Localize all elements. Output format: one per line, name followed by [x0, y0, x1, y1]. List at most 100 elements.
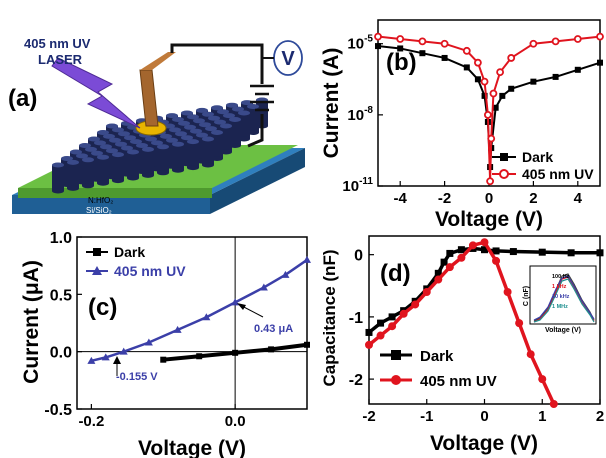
nanorod-top	[76, 153, 88, 159]
point-uv	[374, 32, 382, 41]
nanorod-top	[223, 113, 235, 119]
nanorod-top	[94, 140, 106, 146]
legend-marker-dark	[391, 350, 401, 360]
x-tick-label: 2	[529, 190, 537, 207]
point-uv	[231, 298, 240, 306]
x-tick-label: -4	[394, 190, 408, 207]
point-uv	[489, 89, 498, 98]
annotation-arrowhead-current	[237, 303, 246, 310]
nanorod-top	[220, 123, 232, 129]
point-uv	[483, 110, 492, 119]
layer-label-top: N:HfO₂	[88, 196, 113, 205]
point-dark	[232, 349, 239, 356]
nanorod-top	[211, 130, 223, 135]
point-uv	[434, 275, 443, 284]
point-dark	[596, 249, 604, 257]
film-side	[18, 188, 212, 198]
point-dark	[481, 246, 488, 254]
nanorod	[172, 144, 184, 171]
nanorod	[187, 141, 199, 168]
nanorod-top	[202, 111, 214, 117]
nanorod-top	[184, 124, 196, 130]
point-dark	[567, 249, 575, 257]
nanorod-top	[91, 150, 103, 156]
nanorod	[97, 157, 109, 184]
point-dark	[492, 104, 499, 111]
voltmeter-label: V	[281, 48, 295, 70]
circuit-wire-return	[247, 114, 264, 148]
y-tick-label: -1	[349, 310, 363, 327]
nanorod-top	[169, 127, 181, 133]
x-tick-label: 0	[485, 190, 493, 207]
x-tick-label: 4	[574, 190, 583, 207]
point-uv	[486, 177, 495, 186]
nanorod-base	[97, 180, 109, 186]
y-tick-label: 0	[354, 248, 363, 265]
point-uv	[462, 46, 471, 55]
nanorod-top	[199, 122, 211, 128]
nanorod	[142, 149, 154, 176]
y-tick-label: -2	[349, 372, 363, 389]
nanorod-base	[127, 175, 139, 181]
inset-curve-1mhz	[533, 278, 595, 323]
x-tick-label: 1	[538, 408, 546, 425]
point-uv	[399, 309, 408, 318]
nanorod-top	[127, 149, 139, 155]
annotation-current: 0.43 μA	[254, 323, 293, 335]
inset-legend-1khz: 1 kHz	[552, 284, 567, 290]
panel-b-legend: Dark 405 nm UV	[492, 149, 594, 182]
point-uv	[101, 353, 110, 361]
panel-c-axes: -0.2 0.0 -0.5 0.0 0.5 1.0	[44, 230, 307, 430]
nanorod-top	[214, 119, 226, 125]
point-dark	[388, 313, 396, 321]
point-uv	[507, 54, 516, 62]
point-uv	[573, 35, 582, 43]
series-uv-line	[91, 258, 308, 363]
point-uv	[480, 238, 489, 247]
x-tick-label: -2	[438, 190, 451, 207]
point-dark	[463, 64, 470, 71]
point-dark	[481, 92, 488, 99]
point-dark	[441, 54, 448, 61]
nanorod-top	[232, 106, 244, 112]
point-uv	[411, 300, 420, 309]
nanorod-top	[187, 139, 199, 145]
inset-xlabel: Voltage (V)	[545, 327, 581, 334]
probe-arm	[140, 52, 176, 70]
point-uv	[538, 375, 547, 384]
panel-b-series	[374, 32, 604, 186]
nanorod-top	[187, 114, 199, 120]
point-uv	[496, 68, 505, 77]
nanorod-base	[82, 183, 94, 189]
point-uv	[365, 340, 373, 349]
nanorod-top	[181, 110, 193, 116]
panel-d-xlabel: Voltage (V)	[430, 432, 538, 455]
point-uv	[281, 270, 290, 278]
point-uv	[144, 338, 153, 346]
nanorod-top	[181, 135, 193, 141]
nanorod-top	[115, 141, 127, 147]
circuit-wire	[170, 43, 264, 84]
legend-label-uv: 405 nm UV	[420, 373, 497, 390]
nanorod-top	[67, 159, 79, 165]
point-uv	[119, 347, 128, 355]
panel-b-xlabel: Voltage (V)	[435, 208, 543, 231]
panel-c-annotations: 0.43 μA -0.155 V	[113, 303, 293, 383]
nanorod-base	[172, 167, 184, 173]
y-tick-label: 10-8	[347, 105, 373, 124]
battery-icon	[250, 84, 274, 112]
legend-label-dark: Dark	[420, 348, 454, 365]
point-uv	[529, 39, 538, 48]
nanorod	[202, 139, 214, 165]
inset-legend-100hz: 100 Hz	[552, 274, 570, 280]
nanorod-base	[52, 188, 64, 194]
nanorod-top	[106, 148, 118, 154]
nanorod	[127, 152, 139, 178]
panel-d-axes: -2 -1 0 1 2 -2 -1 0	[349, 248, 604, 425]
y-tick-label: 0.0	[50, 345, 72, 362]
nanorod-top	[151, 140, 163, 146]
point-dark	[160, 356, 167, 363]
point-dark	[304, 341, 310, 348]
nanorod-top	[202, 136, 214, 142]
